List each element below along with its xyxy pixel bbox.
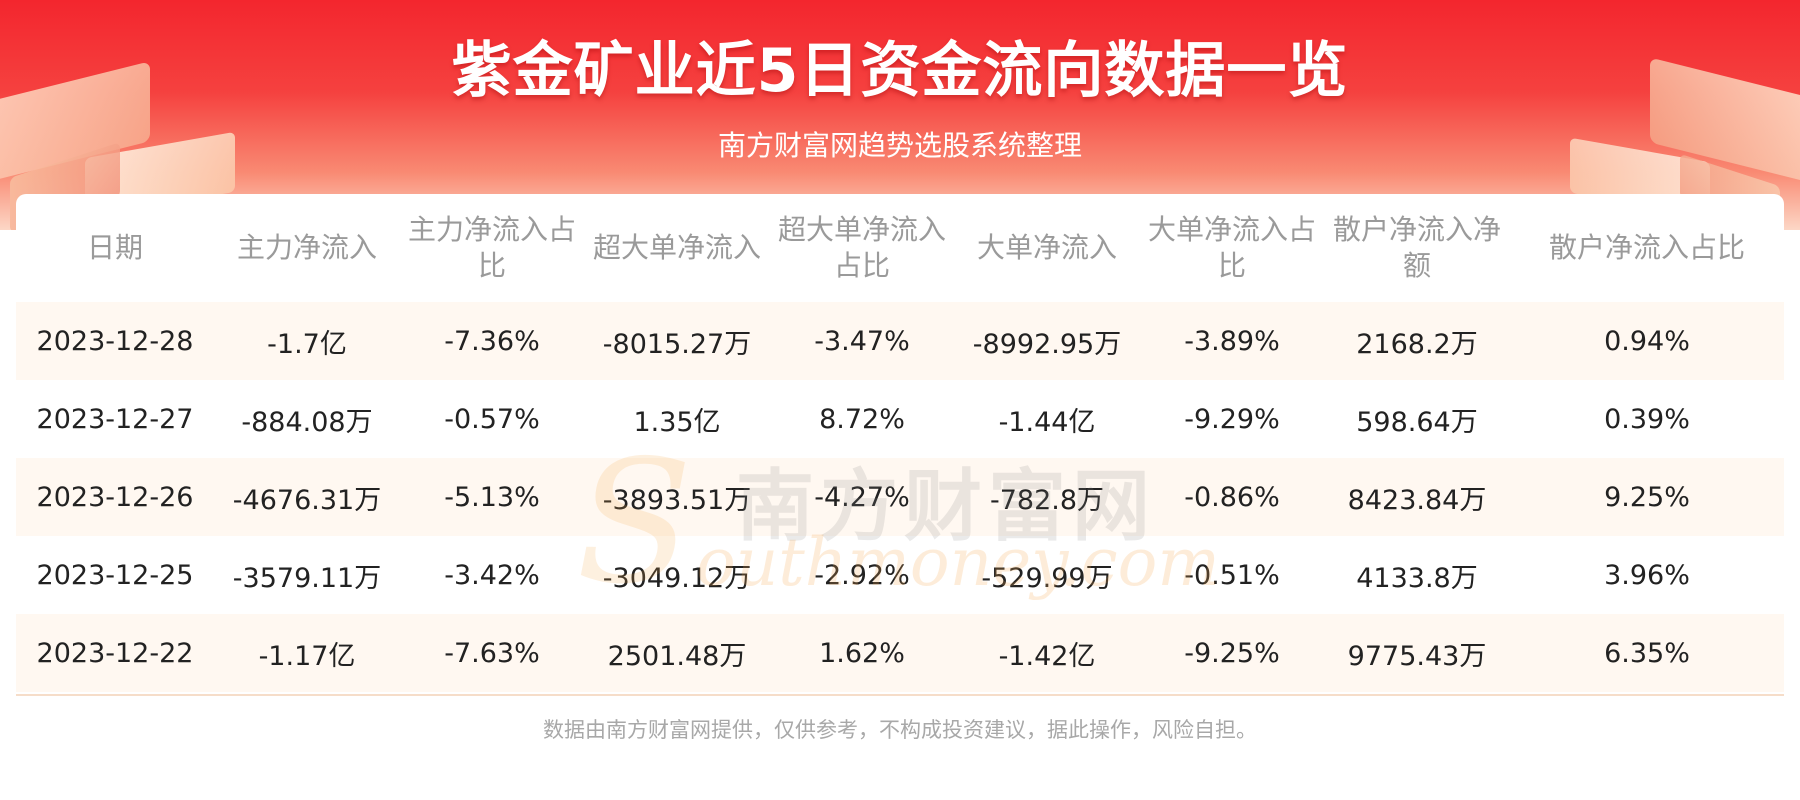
table-cell: -8992.95万 (954, 302, 1140, 380)
column-header: 大单净流入 (976, 231, 1117, 264)
column-header: 日期 (86, 231, 143, 264)
table-cell: -1.17亿 (214, 614, 400, 692)
table-cell: -9.25% (1140, 614, 1324, 692)
page-subtitle: 南方财富网趋势选股系统整理 (717, 129, 1082, 162)
table-cell: 9.25% (1510, 458, 1784, 536)
table-cell: 6.35% (1510, 614, 1784, 692)
table-cell: -1.7亿 (214, 302, 400, 380)
table-row: 2023-12-26 -4676.31万 -5.13% -3893.51万 -4… (16, 458, 1784, 536)
table-cell: -7.36% (400, 302, 584, 380)
table-cell: -0.51% (1140, 536, 1324, 614)
table-cell: 0.39% (1510, 380, 1784, 458)
table-cell: -0.57% (400, 380, 584, 458)
table-row: 2023-12-22 -1.17亿 -7.63% 2501.48万 1.62% … (16, 614, 1784, 692)
column-header: 主力净流入占比 (407, 213, 576, 282)
table-cell: -7.63% (400, 614, 584, 692)
column-header: 超大单净流入占比 (777, 213, 946, 282)
table-cell: -3579.11万 (214, 536, 400, 614)
table-cell: 1.35亿 (584, 380, 770, 458)
table-cell: 2023-12-26 (16, 458, 214, 536)
table-cell: 2501.48万 (584, 614, 770, 692)
table-cell: 2168.2万 (1324, 302, 1510, 380)
column-header: 超大单净流入 (592, 231, 761, 264)
table-cell: -1.42亿 (954, 614, 1140, 692)
table-cell: 598.64万 (1324, 380, 1510, 458)
table-row: 2023-12-25 -3579.11万 -3.42% -3049.12万 -2… (16, 536, 1784, 614)
table-cell: -782.8万 (954, 458, 1140, 536)
column-header: 散户净流入净额 (1332, 213, 1501, 282)
table-cell: 9775.43万 (1324, 614, 1510, 692)
table-cell: -8015.27万 (584, 302, 770, 380)
footer-divider (16, 694, 1784, 696)
table-cell: 2023-12-22 (16, 614, 214, 692)
table-cell: 0.94% (1510, 302, 1784, 380)
table-cell: -3.47% (770, 302, 954, 380)
table-cell: -1.44亿 (954, 380, 1140, 458)
table-cell: -4676.31万 (214, 458, 400, 536)
data-table-card: 日期 主力净流入 主力净流入占比 超大单净流入 超大单净流入占比 大单净流入 大… (16, 194, 1784, 694)
table-cell: -0.86% (1140, 458, 1324, 536)
table-row: 2023-12-28 -1.7亿 -7.36% -8015.27万 -3.47%… (16, 302, 1784, 380)
table-cell: 2023-12-27 (16, 380, 214, 458)
table-cell: 8.72% (770, 380, 954, 458)
column-header: 散户净流入占比 (1548, 231, 1745, 264)
table-cell: 2023-12-28 (16, 302, 214, 380)
page-title: 紫金矿业近5日资金流向数据一览 (451, 36, 1349, 106)
table-cell: -5.13% (400, 458, 584, 536)
column-header: 大单净流入占比 (1147, 213, 1316, 282)
table-cell: -2.92% (770, 536, 954, 614)
table-cell: -9.29% (1140, 380, 1324, 458)
table-cell: 4133.8万 (1324, 536, 1510, 614)
table-cell: 3.96% (1510, 536, 1784, 614)
header-banner: 紫金矿业近5日资金流向数据一览 南方财富网趋势选股系统整理 (0, 0, 1800, 230)
table-cell: 1.62% (770, 614, 954, 692)
table-row: 2023-12-27 -884.08万 -0.57% 1.35亿 8.72% -… (16, 380, 1784, 458)
table-cell: -884.08万 (214, 380, 400, 458)
table-cell: -3893.51万 (584, 458, 770, 536)
table-cell: -3049.12万 (584, 536, 770, 614)
column-header: 主力净流入 (236, 231, 377, 264)
table-cell: -3.89% (1140, 302, 1324, 380)
table-header-row: 日期 主力净流入 主力净流入占比 超大单净流入 超大单净流入占比 大单净流入 大… (16, 194, 1784, 302)
table-cell: 8423.84万 (1324, 458, 1510, 536)
footer-disclaimer: 数据由南方财富网提供，仅供参考，不构成投资建议，据此操作，风险自担。 (543, 718, 1257, 742)
table-cell: 2023-12-25 (16, 536, 214, 614)
table-cell: -529.99万 (954, 536, 1140, 614)
fund-flow-table: 日期 主力净流入 主力净流入占比 超大单净流入 超大单净流入占比 大单净流入 大… (16, 194, 1784, 692)
table-cell: -3.42% (400, 536, 584, 614)
table-cell: -4.27% (770, 458, 954, 536)
